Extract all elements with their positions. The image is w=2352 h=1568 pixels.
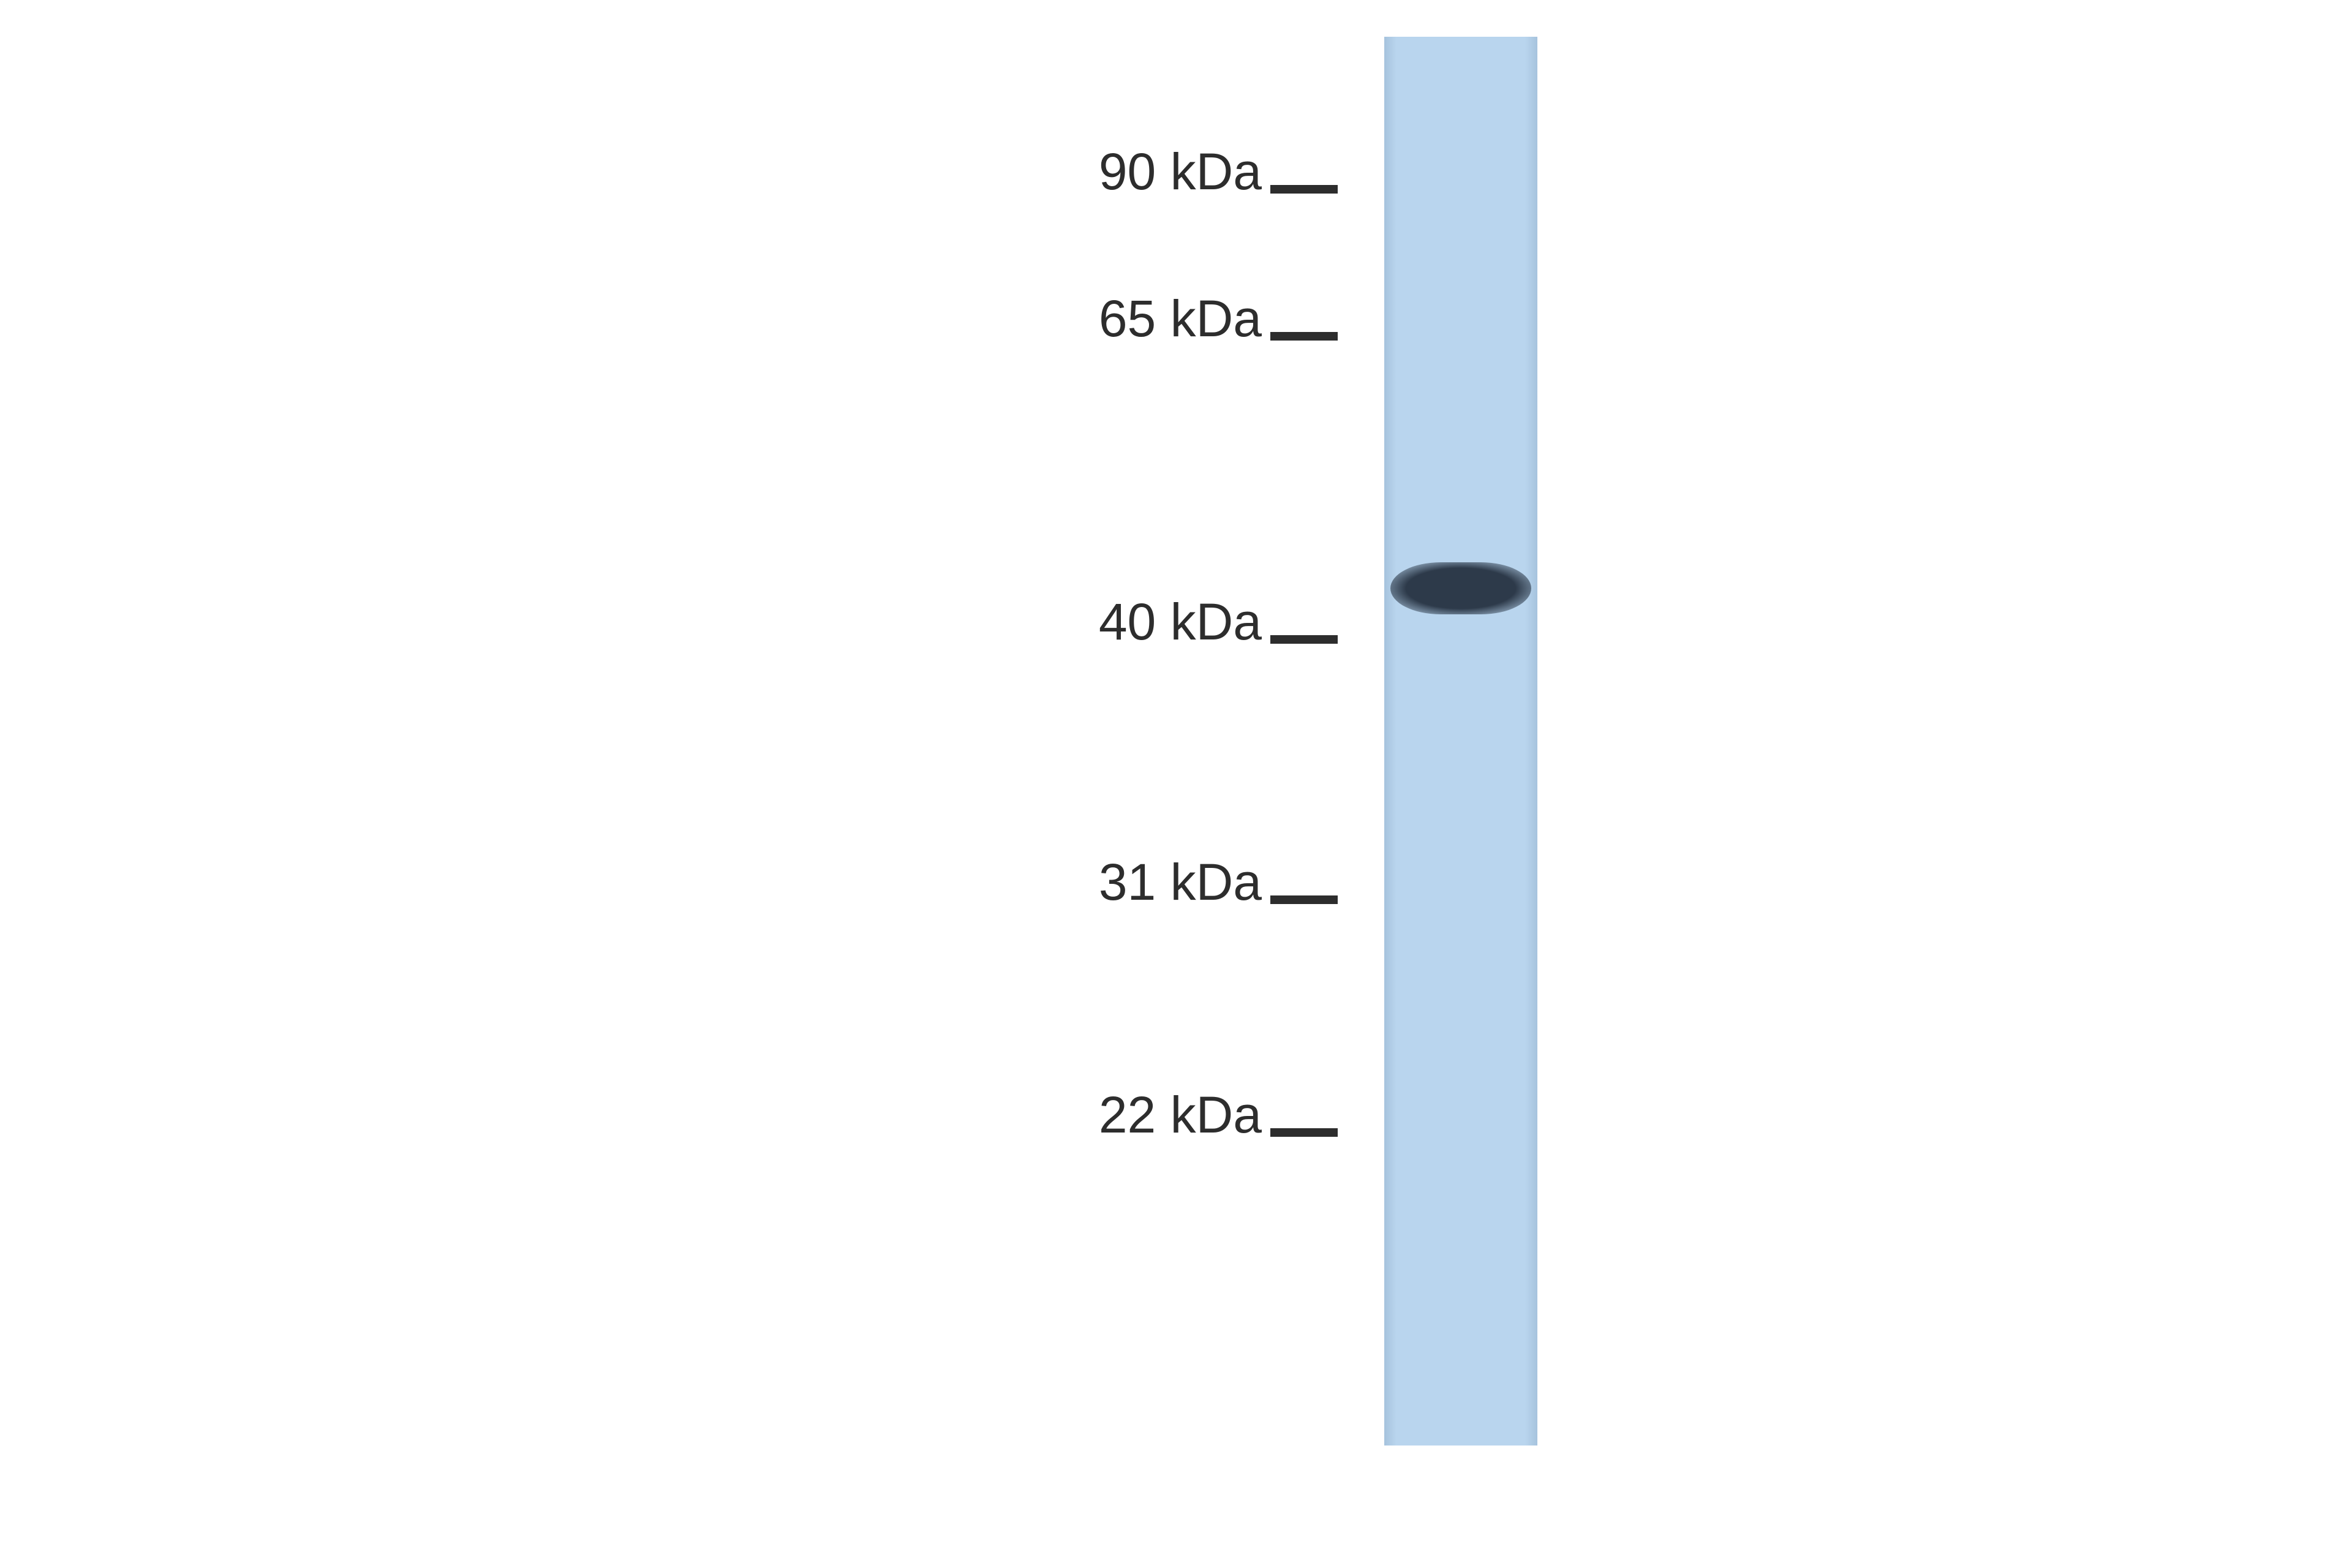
marker-tick	[1270, 895, 1338, 904]
marker-row: 22 kDa	[0, 1083, 1338, 1147]
gel-lane	[1384, 37, 1537, 1446]
marker-row: 65 kDa	[0, 287, 1338, 350]
marker-label: 22 kDa	[1099, 1085, 1262, 1145]
marker-label: 65 kDa	[1099, 289, 1262, 349]
marker-row: 90 kDa	[0, 140, 1338, 203]
marker-tick	[1270, 185, 1338, 194]
marker-tick	[1270, 1128, 1338, 1137]
marker-label: 40 kDa	[1099, 592, 1262, 652]
marker-tick	[1270, 332, 1338, 341]
marker-label: 31 kDa	[1099, 853, 1262, 912]
marker-row: 31 kDa	[0, 850, 1338, 914]
protein-band	[1390, 562, 1531, 614]
marker-tick	[1270, 635, 1338, 644]
blot-canvas: 90 kDa 65 kDa 40 kDa 31 kDa 22 kDa	[0, 0, 2352, 1568]
marker-row: 40 kDa	[0, 590, 1338, 654]
marker-label: 90 kDa	[1099, 142, 1262, 202]
